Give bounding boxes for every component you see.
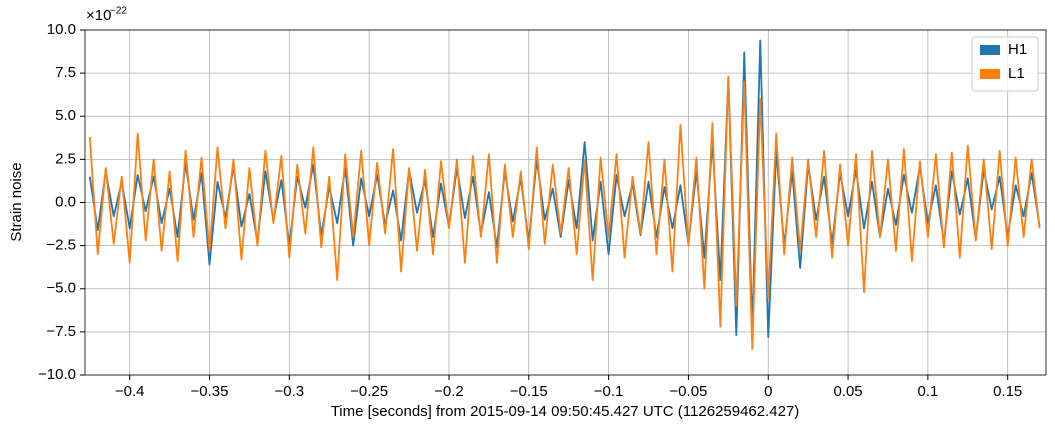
x-tick-label: −0.25 [350,383,388,400]
x-tick-label: −0.3 [275,383,305,400]
y-axis-label: Strain noise [8,162,25,241]
x-tick-label: 0.05 [833,383,862,400]
x-tick-label: 0.15 [993,383,1022,400]
x-tick-label: −0.05 [669,383,707,400]
ticks: −0.4 −0.35 −0.3 −0.25 −0.2 −0.15 −0.1 −0.05 0 0.0… [38,21,1022,400]
y-tick-label: 10.0 [47,21,76,38]
y-tick-label: −2.5 [46,237,76,254]
y-scale-exponent: −22 [110,6,127,17]
grid [85,29,1046,376]
y-tick-label: −7.5 [46,323,76,340]
y-tick-label: −5.0 [46,280,76,297]
x-tick-label: −0.2 [434,383,464,400]
y-tick-label: 2.5 [55,150,76,167]
y-tick-label: −10.0 [38,366,76,383]
y-tick-label: 0.0 [55,193,76,210]
y-scale-base: ×10 [86,7,111,24]
legend-label: L1 [1008,65,1025,82]
x-tick-label: −0.1 [594,383,624,400]
legend-label: H1 [1008,41,1027,58]
x-tick-label: −0.35 [191,383,229,400]
y-tick-label: 7.5 [55,64,76,81]
x-tick-label: −0.4 [115,383,145,400]
lines [88,39,1041,351]
y-tick-label: 5.0 [55,107,76,124]
legend-swatch [980,69,1000,79]
x-tick-label: −0.15 [510,383,548,400]
series-line [88,75,1041,351]
x-tick-label: 0 [764,383,772,400]
legend-swatch [980,45,1000,55]
x-tick-label: 0.1 [917,383,938,400]
x-axis-label: Time [seconds] from 2015-09-14 09:50:45.… [331,403,800,420]
